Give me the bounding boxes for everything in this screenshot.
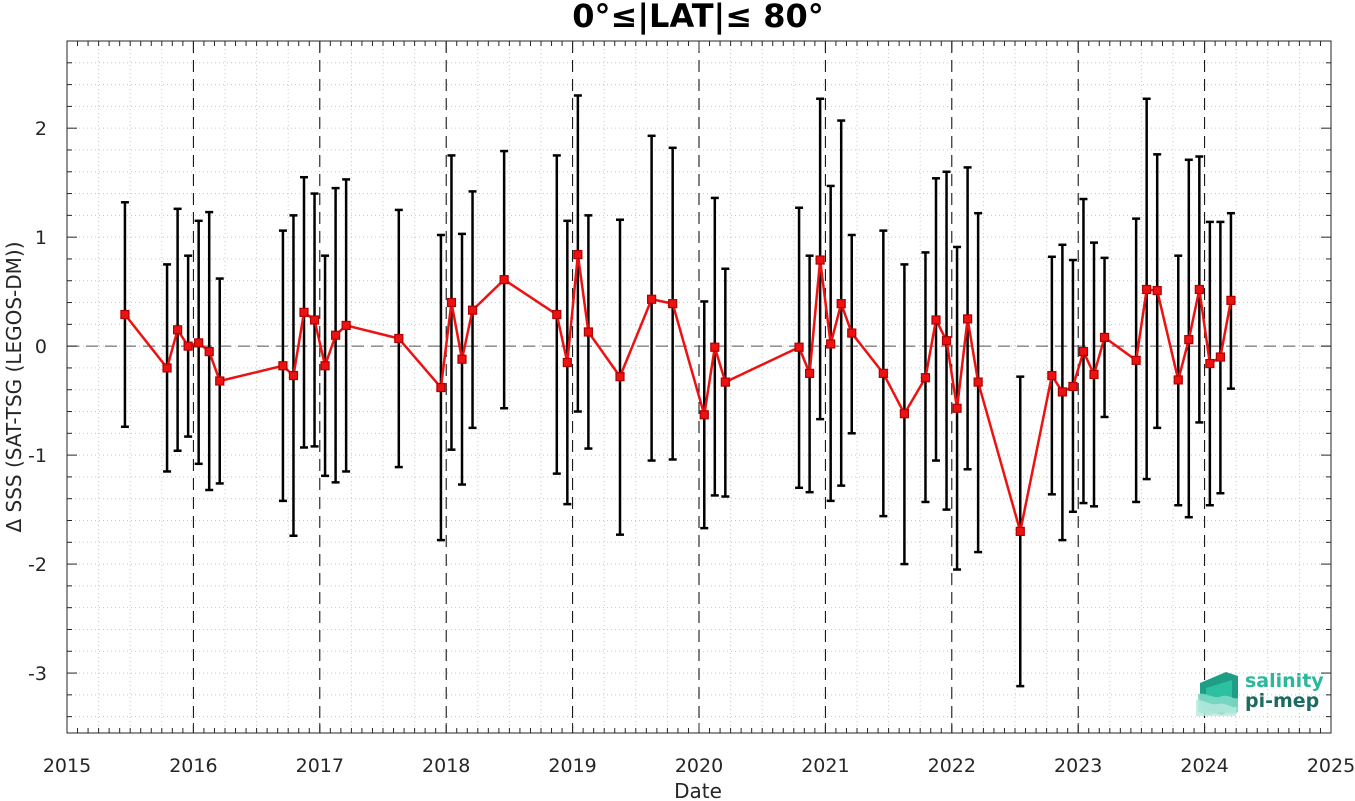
- axis-ticks: [66, 40, 1332, 733]
- y-tick-label: 1: [35, 227, 47, 249]
- x-tick-label: 2023: [1054, 755, 1102, 777]
- data-point-marker: [331, 330, 341, 340]
- y-tick-label: -1: [28, 445, 47, 467]
- data-point-marker: [162, 363, 172, 373]
- x-axis-label: Date: [674, 779, 722, 801]
- y-tick-label: 0: [35, 336, 47, 358]
- x-tick-labels: 2015 2016 2017 2018 2019 2020 2021 2022 2023 2024…: [43, 755, 1355, 777]
- logo-text-pimep: pi-mep: [1245, 690, 1319, 712]
- y-tick-label: 2: [35, 118, 47, 140]
- data-point-marker: [341, 320, 351, 331]
- data-point-marker: [1078, 346, 1089, 357]
- data-point-marker: [1015, 526, 1025, 536]
- data-point-marker: [1142, 284, 1152, 295]
- reference-lines: [67, 41, 1331, 733]
- data-point-marker: [278, 361, 288, 371]
- y-tick-label: -2: [28, 554, 47, 576]
- data-point-marker: [815, 255, 825, 265]
- logo-text-salinity: salinity: [1245, 670, 1324, 692]
- x-tick-label: 2018: [422, 755, 470, 777]
- data-point-marker: [446, 297, 457, 308]
- x-tick-label: 2016: [169, 755, 217, 777]
- data-point-marker: [615, 372, 625, 382]
- data-point-marker: [173, 325, 183, 335]
- data-point-marker: [394, 333, 404, 344]
- data-point-marker: [952, 403, 962, 413]
- data-point-marker: [1173, 375, 1183, 385]
- x-tick-label: 2025: [1307, 755, 1355, 777]
- data-point-marker: [1068, 381, 1078, 392]
- data-point-marker: [962, 314, 973, 324]
- x-tick-label: 2021: [801, 755, 849, 777]
- data-point-marker: [215, 376, 225, 386]
- data-point-marker: [1205, 358, 1215, 369]
- data-point-marker: [1099, 332, 1110, 343]
- x-tick-label: 2020: [675, 755, 723, 777]
- data-point-marker: [920, 373, 931, 383]
- series-markers: [120, 249, 1236, 536]
- chart-title: 0°≤|LAT|≤ 80°: [572, 0, 823, 36]
- data-point-marker: [699, 410, 709, 420]
- data-point-marker: [120, 309, 130, 320]
- x-tick-label: 2015: [43, 755, 91, 777]
- data-point-marker: [941, 336, 952, 346]
- data-point-marker: [457, 354, 467, 364]
- x-tick-label: 2019: [548, 755, 596, 777]
- data-point-marker: [309, 315, 320, 325]
- data-point-marker: [878, 368, 888, 378]
- data-point-marker: [847, 328, 857, 338]
- data-point-marker: [194, 338, 204, 348]
- data-point-marker: [899, 409, 910, 419]
- data-point-marker: [1152, 285, 1162, 296]
- data-point-marker: [710, 342, 720, 352]
- data-point-marker: [973, 377, 983, 387]
- y-tick-label: -3: [28, 663, 47, 685]
- data-point-marker: [1194, 284, 1204, 295]
- x-tick-label: 2024: [1180, 755, 1228, 777]
- data-point-marker: [467, 305, 478, 315]
- data-point-marker: [826, 339, 836, 349]
- data-point-marker: [299, 307, 309, 317]
- data-point-marker: [1226, 295, 1236, 305]
- data-point-marker: [183, 341, 193, 351]
- y-tick-labels: -3 -2 -1 0 1 2: [28, 118, 47, 685]
- y-axis-label: Δ SSS (SAT-TSG (LEGOS-DM)): [2, 241, 26, 532]
- data-point-marker: [1215, 352, 1226, 362]
- data-point-marker: [552, 309, 562, 320]
- data-point-marker: [804, 368, 815, 378]
- data-point-marker: [204, 346, 214, 357]
- data-point-marker: [1184, 334, 1194, 345]
- data-point-marker: [931, 315, 941, 325]
- data-point-marker: [562, 357, 572, 368]
- data-point-marker: [1057, 387, 1068, 397]
- data-point-marker: [573, 249, 583, 260]
- data-point-marker: [720, 377, 730, 387]
- data-point-marker: [836, 299, 846, 309]
- data-point-marker: [499, 275, 509, 285]
- x-tick-label: 2017: [296, 755, 344, 777]
- data-point-marker: [794, 342, 804, 352]
- data-point-marker: [1047, 370, 1057, 381]
- data-point-marker: [646, 294, 657, 304]
- data-point-marker: [320, 361, 330, 371]
- logo-mark-icon: [1196, 672, 1238, 716]
- data-point-marker: [1089, 369, 1099, 380]
- salinity-pimep-logo: salinity pi-mep: [1196, 670, 1324, 716]
- data-point-marker: [436, 382, 446, 393]
- data-point-marker: [1131, 355, 1141, 365]
- x-tick-label: 2022: [928, 755, 976, 777]
- data-point-marker: [668, 299, 678, 309]
- data-point-marker: [583, 327, 594, 337]
- data-point-marker: [288, 370, 299, 381]
